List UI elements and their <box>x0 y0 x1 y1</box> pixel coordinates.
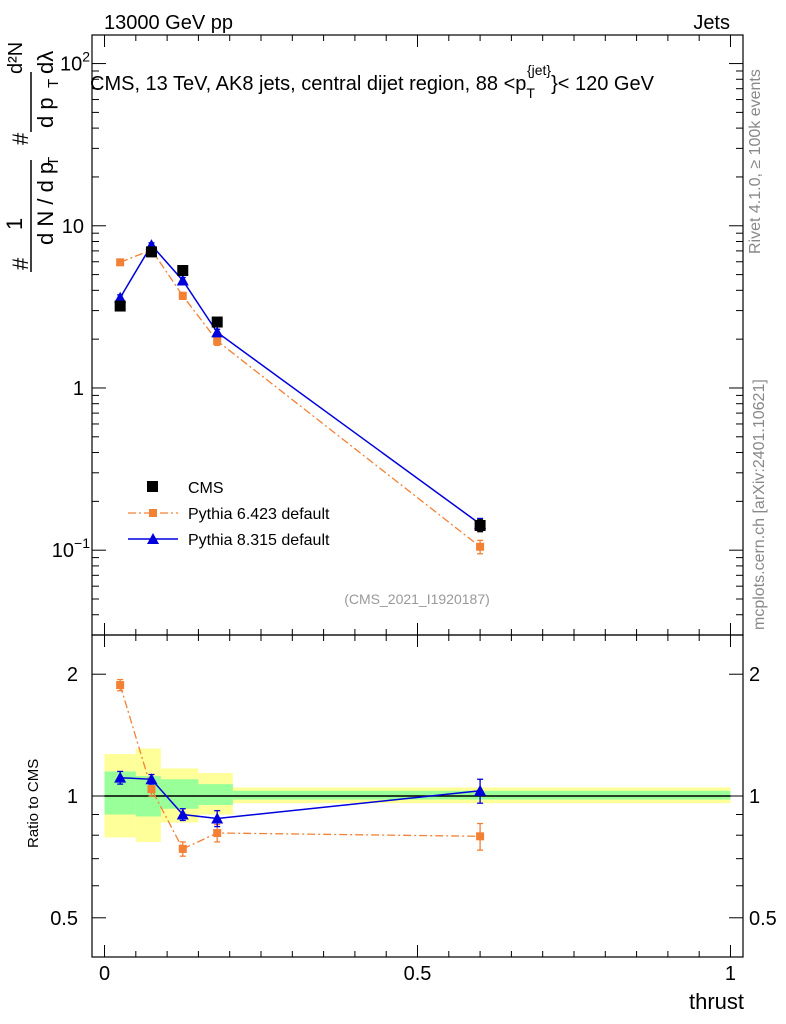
ratio-panel: 0 0.5 1 0.5 0.5 1 1 2 2 <box>50 634 777 985</box>
band-green-2 <box>160 779 199 809</box>
x-tick-label-1: 0.5 <box>404 963 432 985</box>
title-sup: {jet} <box>527 62 551 78</box>
main-py8-line <box>119 243 481 525</box>
analysis-id: (CMS_2021_I1920187) <box>344 591 490 607</box>
jets-label: Jets <box>693 12 730 34</box>
ylabel-hash-1: # <box>8 257 33 270</box>
main-cms-point-4 <box>474 519 486 531</box>
legend-py6-marker <box>149 509 157 517</box>
ylabel-dlambda: dλ <box>33 51 58 74</box>
ratio-py6-line <box>119 684 481 850</box>
main-py8-point-2 <box>176 274 189 286</box>
ratio-py6-point-1 <box>147 785 156 794</box>
main-cms-point-1 <box>145 246 157 258</box>
legend-cms-marker <box>147 481 158 492</box>
main-py8-point-0 <box>114 291 127 303</box>
x-axis-title: thrust <box>689 989 744 1014</box>
chart-title: CMS, 13 TeV, AK8 jets, central dijet reg… <box>90 62 655 101</box>
ratio-py8-point-3 <box>211 812 224 824</box>
main-py6-point-3 <box>213 336 222 345</box>
main-ytick-label-0: 10−1 <box>52 535 90 562</box>
main-py6-point-0 <box>116 258 125 267</box>
ratio-py8-point-1 <box>145 773 158 785</box>
ratio-py6-point-0 <box>116 681 125 690</box>
title-main: CMS, 13 TeV, AK8 jets, central dijet reg… <box>90 73 526 95</box>
legend-cms-label: CMS <box>188 480 224 497</box>
legend-py8-marker <box>147 533 159 544</box>
main-ytick-label-1: 1 <box>73 378 84 400</box>
mcplots-label: mcplots.cern.ch [arXiv:2401.10621] <box>751 379 768 630</box>
ratio-ytick-label-right-2: 2 <box>749 664 760 686</box>
ratio-ytick-label-right-1: 1 <box>749 786 760 808</box>
y-axis-title: # 1 d N / d p T # d p T dλ d²N <box>2 42 62 272</box>
band-green-3 <box>198 784 233 806</box>
legend-py6-label: Pythia 6.423 default <box>188 506 330 523</box>
main-py8-point-3 <box>211 326 224 338</box>
ylabel-dndpt: d N / d p <box>33 162 58 245</box>
ratio-ytick-label-left-1: 1 <box>67 786 78 808</box>
ratio-py6-point-4 <box>476 832 485 841</box>
ratio-ytick-label-right-0: 0.5 <box>749 908 777 930</box>
ratio-py8-point-2 <box>176 808 189 820</box>
main-panel: 10−1 1 10 102 <box>52 34 744 636</box>
x-tick-label-2: 1 <box>725 963 736 985</box>
ylabel-t-sub-1: T <box>45 157 62 166</box>
ratio-py8-point-4 <box>474 784 487 796</box>
title-tail: }< 120 GeV <box>551 73 655 95</box>
x-tick-label-0: 0 <box>99 963 110 985</box>
ratio-ytick-label-left-0: 0.5 <box>50 908 78 930</box>
main-ytick-label-3: 102 <box>60 49 90 76</box>
legend: CMS Pythia 6.423 default Pythia 8.315 de… <box>128 480 330 549</box>
ratio-py6-point-2 <box>178 844 187 853</box>
legend-py8-label: Pythia 8.315 default <box>188 532 330 549</box>
main-cms-point-0 <box>114 300 126 312</box>
ylabel-t-sub-2: T <box>45 79 62 88</box>
rivet-label: Rivet 4.1.0, ≥ 100k events <box>747 69 764 254</box>
ylabel-hash-2: # <box>8 132 33 145</box>
ratio-ytick-label-left-2: 2 <box>67 664 78 686</box>
main-cms-point-3 <box>211 316 223 328</box>
main-py6-line <box>119 249 481 548</box>
ylabel-d2n: d²N <box>5 42 27 74</box>
energy-label: 13000 GeV pp <box>104 12 233 34</box>
ratio-py6-point-3 <box>213 829 222 838</box>
ratio-ylabel: Ratio to CMS <box>25 759 42 848</box>
ratio-py8-point-0 <box>114 771 127 783</box>
main-py6-point-4 <box>476 542 485 551</box>
main-cms-point-2 <box>177 264 189 276</box>
ylabel-one: 1 <box>2 218 27 230</box>
title-sub: T <box>526 85 535 101</box>
main-py6-point-2 <box>178 291 187 300</box>
ylabel-dpt: d p <box>33 97 58 128</box>
main-ytick-label-2: 10 <box>62 216 84 238</box>
